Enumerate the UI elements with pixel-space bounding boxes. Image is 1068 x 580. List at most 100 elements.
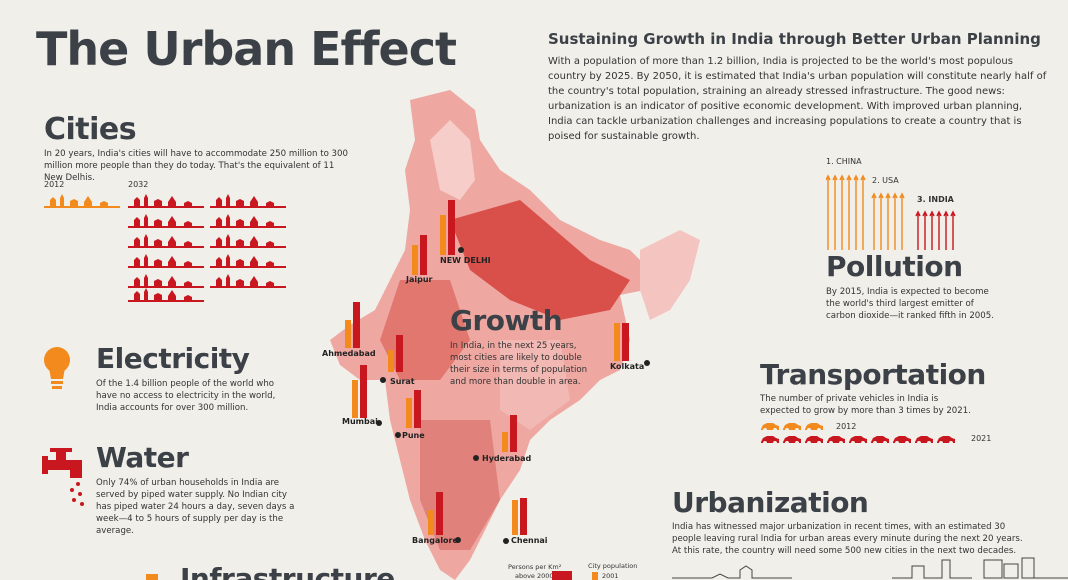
legend-pop-title: City population (588, 562, 638, 570)
car-2021-4 (827, 436, 845, 445)
skyline-2012 (44, 194, 120, 208)
dot-kolkata (644, 360, 650, 366)
legend-pop-swatch (592, 572, 598, 580)
bar-jaipur-2001 (412, 245, 418, 275)
skyline-2032-11 (128, 288, 204, 302)
dot-hyderabad (473, 455, 479, 461)
bar-bangalore-2021 (436, 492, 443, 535)
skyline-grid (44, 194, 286, 302)
cities-heading: Cities (44, 112, 137, 147)
bar-delhi-2001 (440, 215, 446, 255)
label-ahmedabad: Ahmedabad (322, 349, 376, 358)
label-surat: Surat (390, 377, 415, 386)
page-subtitle: Sustaining Growth in India through Bette… (548, 30, 1041, 48)
page-title: The Urban Effect (36, 22, 457, 76)
skyline-2032-1 (128, 194, 204, 208)
bar-pune-2001 (406, 398, 412, 428)
bar-kolkata-2001 (614, 323, 620, 361)
bar-surat-2021 (396, 335, 403, 372)
car-2021-5 (849, 436, 867, 445)
dot-surat (380, 377, 386, 383)
skyline-2032-8 (210, 254, 286, 268)
pollution-rank-1: 1. CHINA (826, 157, 862, 166)
urbanization-heading: Urbanization (672, 486, 869, 519)
dot-bangalore (455, 537, 461, 543)
pollution-heading: Pollution (826, 250, 963, 283)
bar-delhi-2021 (448, 200, 455, 255)
water-text: Only 74% of urban households in India ar… (96, 478, 295, 536)
transport-year-end: 2021 (971, 434, 992, 443)
transport-year-start: 2012 (836, 422, 857, 431)
dot-delhi (458, 247, 464, 253)
map-region-northeast (640, 230, 700, 320)
growth-heading: Growth (450, 304, 563, 337)
map-landmass (330, 90, 650, 580)
bar-hyderabad-2021 (510, 415, 517, 452)
car-2021-6 (871, 436, 889, 445)
label-pune: Pune (402, 431, 425, 440)
bar-pune-2021 (414, 390, 421, 428)
label-mumbai: Mumbai (342, 417, 378, 426)
legend-density-swatch (552, 571, 572, 580)
car-2012-2 (783, 423, 801, 432)
bar-ahmedabad-2021 (353, 302, 360, 348)
electricity-heading: Electricity (96, 342, 250, 375)
skyline-2032-2 (210, 194, 286, 208)
label-chennai: Chennai (511, 536, 548, 545)
bar-chennai-2001 (512, 500, 518, 535)
car-2021-7 (893, 436, 911, 445)
bar-jaipur-2021 (420, 235, 427, 275)
label-new-delhi: NEW DELHI (440, 256, 491, 265)
bar-mumbai-2021 (360, 365, 367, 418)
car-2021-1 (761, 436, 779, 445)
label-kolkata: Kolkata (610, 362, 645, 371)
infrastructure-icon (146, 574, 158, 580)
bar-bangalore-2001 (428, 510, 434, 535)
pollution-text: By 2015, India is expected to become the… (826, 287, 994, 321)
map-region-gangetic (450, 200, 630, 320)
bar-mumbai-2001 (352, 380, 358, 418)
transportation-text: The number of private vehicles in India … (760, 394, 971, 416)
dot-mumbai (376, 420, 382, 426)
skyline-2032-7 (128, 254, 204, 268)
skyline-2032-10 (210, 274, 286, 288)
bar-chennai-2021 (520, 498, 527, 535)
legend-density-title: Persons per Km² (508, 563, 562, 571)
car-2021-8 (915, 436, 933, 445)
skyline-2032-6 (210, 234, 286, 248)
transportation-heading: Transportation (760, 358, 986, 391)
car-2012-3 (805, 423, 823, 432)
emissions-arrows (826, 174, 956, 250)
car-2021-9 (937, 436, 955, 445)
bar-hyderabad-2001 (502, 432, 508, 452)
label-bangalore: Bangalore (412, 536, 458, 545)
growth-text: In India, in the next 25 years, most cit… (450, 341, 588, 387)
map-region-east-central (500, 340, 570, 430)
bar-kolkata-2021 (622, 323, 629, 361)
pollution-rank-3: 3. INDIA (917, 195, 954, 204)
cars-graphic (761, 423, 955, 445)
usa-arrows (871, 192, 905, 250)
skyline-2032-9 (128, 274, 204, 288)
cities-year-end: 2032 (128, 180, 149, 189)
skyline-2032-4 (210, 214, 286, 228)
water-heading: Water (96, 441, 189, 474)
electricity-text: Of the 1.4 billion people of the world w… (96, 379, 276, 413)
cities-text: In 20 years, India's cities will have to… (44, 149, 348, 183)
water-tap-icon (42, 448, 84, 506)
cities-year-start: 2012 (44, 180, 65, 189)
legend-pop-item: 2001 (602, 572, 619, 580)
label-jaipur: Jaipur (406, 275, 433, 284)
label-hyderabad: Hyderabad (482, 454, 532, 463)
dot-chennai (503, 538, 509, 544)
car-2021-2 (783, 436, 801, 445)
map-region-north (430, 120, 475, 200)
infrastructure-heading: Infrastructure (180, 562, 395, 580)
bar-ahmedabad-2001 (345, 320, 351, 348)
china-arrows (826, 174, 866, 250)
city-line-drawing (672, 557, 1068, 579)
skyline-2032-5 (128, 234, 204, 248)
bar-surat-2001 (388, 350, 394, 372)
pollution-rank-2: 2. USA (872, 176, 899, 185)
india-arrows (915, 210, 956, 250)
